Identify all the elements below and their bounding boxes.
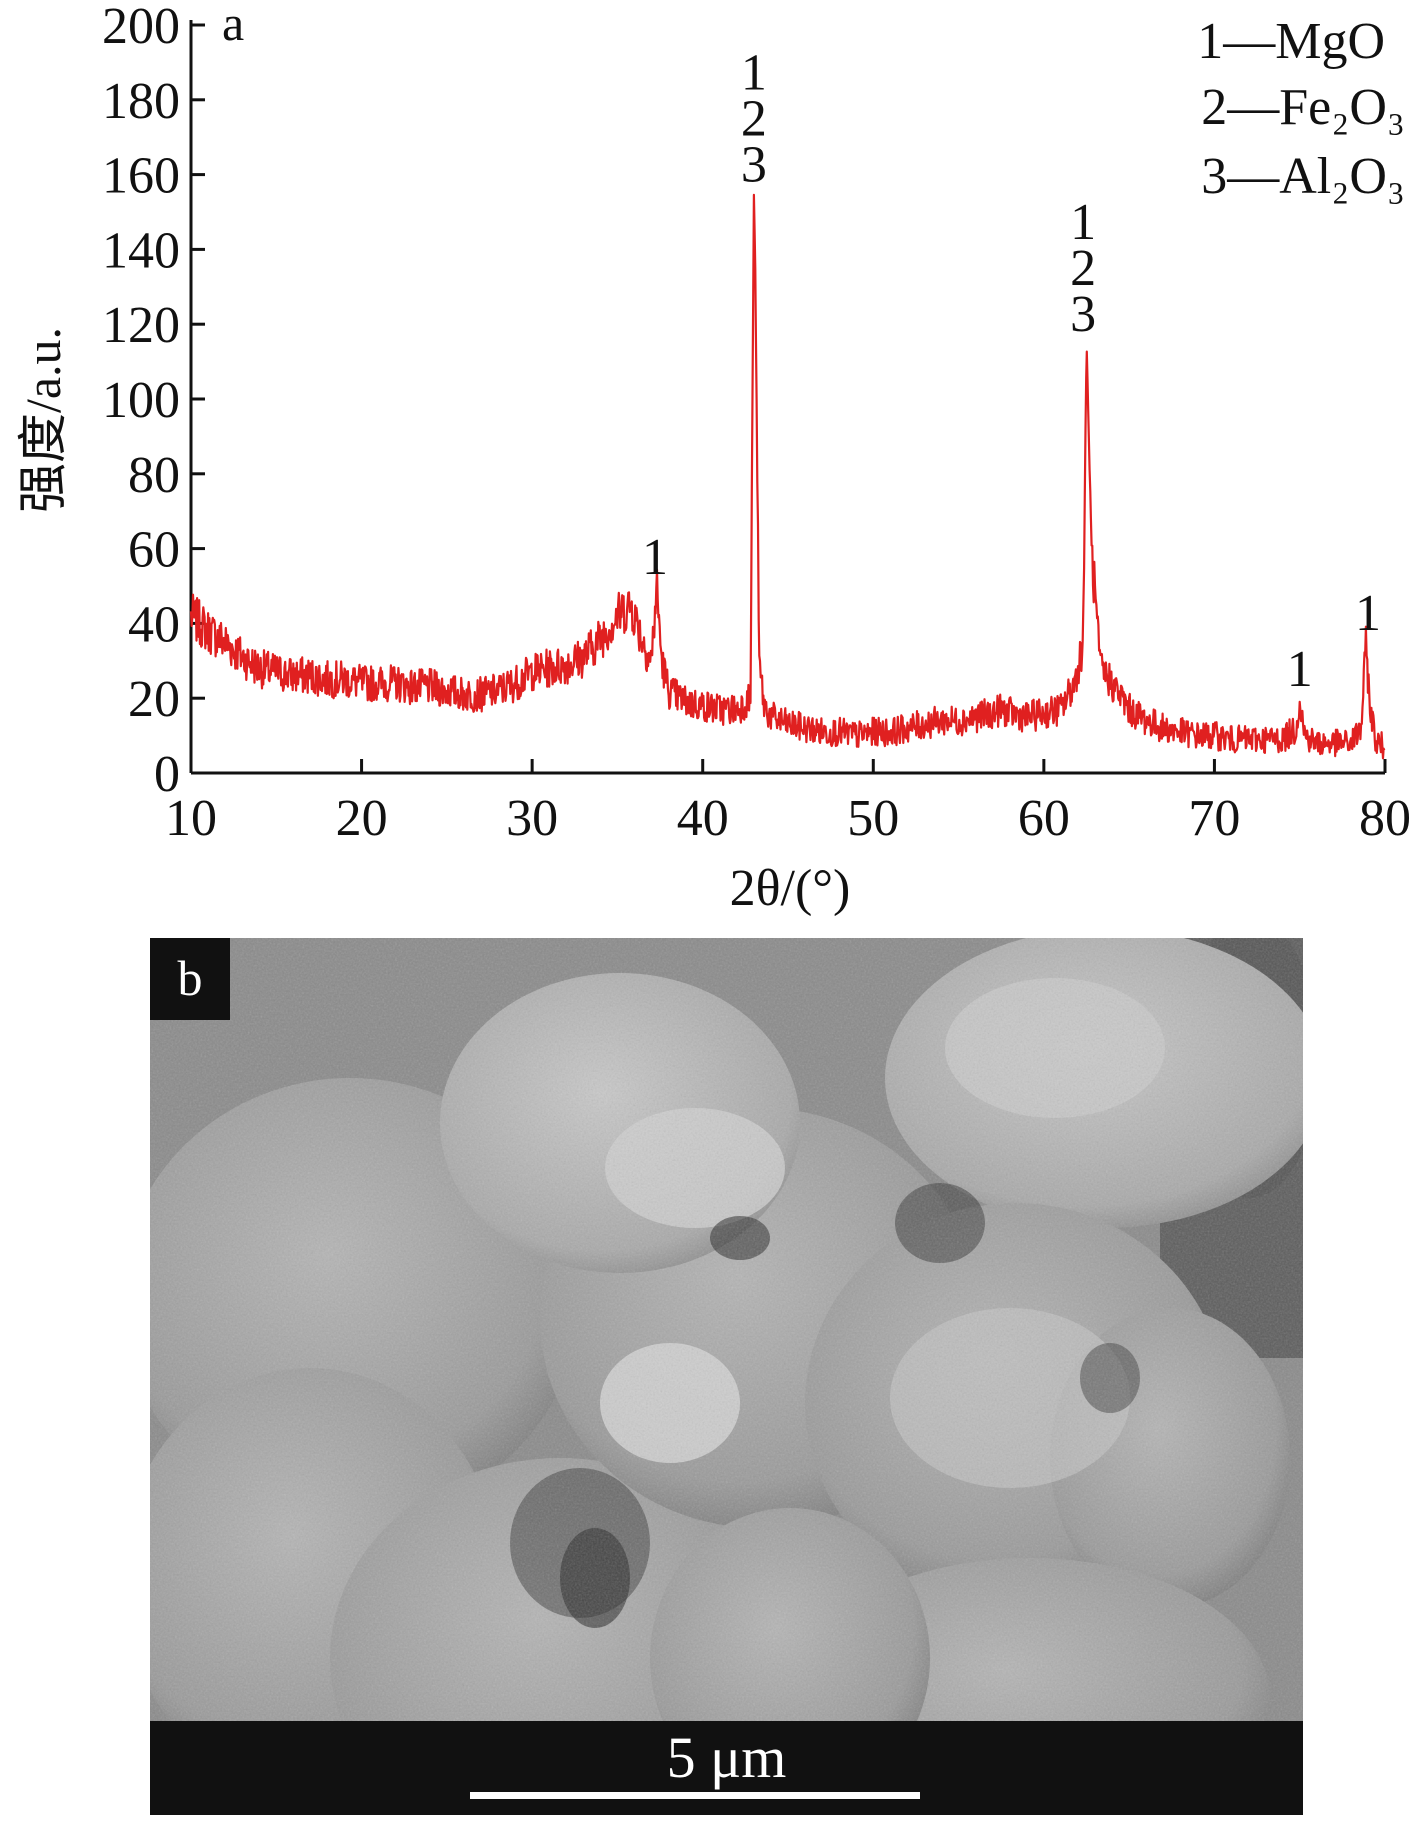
x-axis-label: 2θ/(°): [730, 860, 851, 917]
legend-item-fe2o3: 2—Fe₂O₃: [1201, 79, 1405, 136]
peak-label: 2: [741, 90, 767, 147]
y-tick-label: 80: [128, 447, 180, 504]
peak-label: 1: [642, 529, 668, 586]
sem-micrograph: [150, 938, 1303, 1815]
x-tick-label: 70: [1188, 790, 1240, 847]
y-tick-label: 0: [154, 746, 180, 803]
panel-b-label: b: [150, 938, 230, 1020]
peak-label: 3: [741, 136, 767, 193]
x-tick-label: 50: [847, 790, 899, 847]
peak-label: 1: [1287, 641, 1313, 698]
y-axis-ticks: 0 20 40 60 80 100 120 140 160 180 200: [102, 0, 205, 803]
x-axis-ticks: 10 20 30 40 50 60 70 80: [165, 759, 1411, 847]
x-tick-label: 20: [336, 790, 388, 847]
scale-bar-strip: 5 μm: [150, 1721, 1303, 1815]
y-tick-label: 40: [128, 596, 180, 653]
x-tick-label: 40: [677, 790, 729, 847]
x-tick-label: 30: [506, 790, 558, 847]
peak-label: 1: [741, 44, 767, 101]
y-tick-label: 160: [102, 148, 180, 205]
legend-item-mgo: 1—MgO: [1197, 13, 1385, 70]
y-tick-label: 20: [128, 671, 180, 728]
x-tick-label: 60: [1018, 790, 1070, 847]
scale-bar-label: 5 μm: [666, 1725, 787, 1790]
y-axis-label: 强度/a.u.: [15, 327, 71, 513]
peak-label: 1: [1355, 585, 1381, 642]
y-tick-label: 140: [102, 222, 180, 279]
y-tick-label: 60: [128, 522, 180, 579]
y-tick-label: 100: [102, 372, 180, 429]
y-tick-label: 200: [102, 0, 180, 55]
x-tick-label: 80: [1359, 790, 1411, 847]
sem-image-panel: b 5 μm: [150, 938, 1303, 1815]
panel-a-label: a: [222, 0, 244, 51]
x-tick-label: 10: [165, 790, 217, 847]
peak-label: 1: [1070, 194, 1096, 251]
y-tick-label: 180: [102, 73, 180, 130]
legend: 1—MgO 2—Fe₂O₃ 3—Al₂O₃: [1197, 13, 1405, 205]
peak-label: 3: [1070, 286, 1096, 343]
scale-bar: [470, 1792, 920, 1799]
y-tick-label: 120: [102, 297, 180, 354]
xrd-series-line: [189, 193, 1386, 760]
peak-label: 2: [1070, 240, 1096, 297]
legend-item-al2o3: 3—Al₂O₃: [1201, 148, 1405, 205]
